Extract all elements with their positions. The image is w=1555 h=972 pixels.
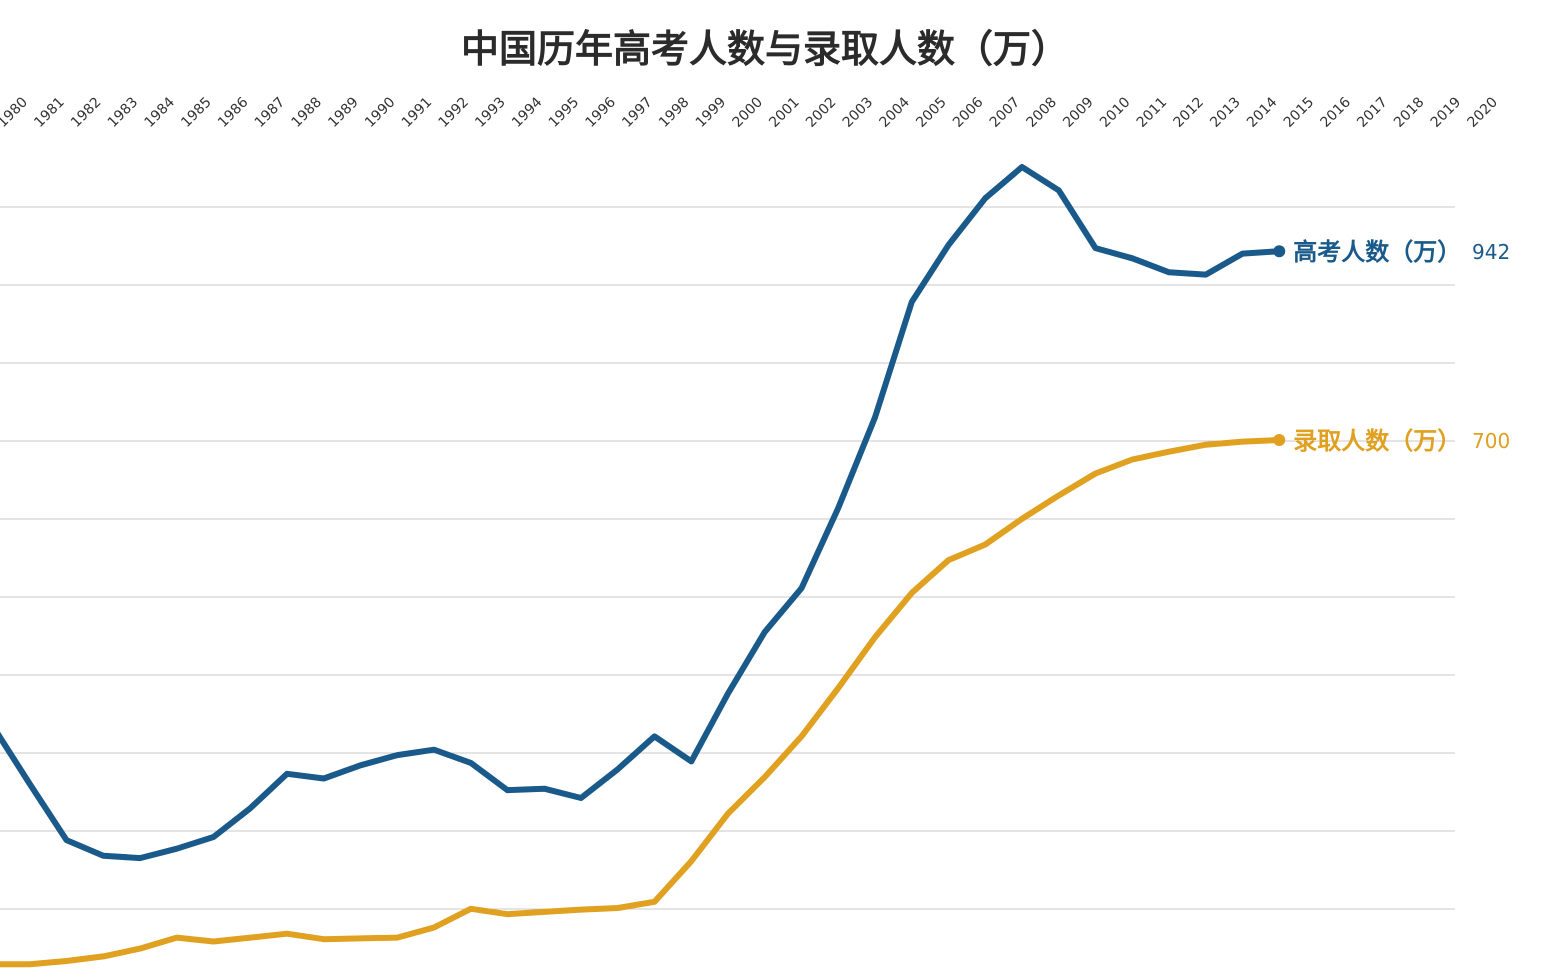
series-labels: 高考人数（万） 942 录取人数（万） 700: [1293, 238, 1510, 455]
x-tick-label: 1981: [31, 94, 68, 131]
chart-title: 中国历年高考人数与录取人数（万）: [460, 27, 1069, 71]
x-tick-label: 2000: [730, 94, 767, 131]
series-line-admitted: [0, 437, 1283, 968]
gridlines: [0, 206, 1455, 910]
x-tick-label: 2004: [877, 94, 914, 131]
x-tick-label: 1996: [583, 94, 620, 131]
x-tick-label: 1982: [68, 94, 105, 131]
x-tick-label: 1992: [436, 94, 473, 131]
series-end-point: [1273, 434, 1286, 446]
x-tick-label: 1990: [362, 94, 399, 131]
x-tick-label: 2006: [950, 94, 987, 131]
series-end-value-label: 700: [1472, 429, 1510, 453]
x-tick-label: 2011: [1134, 94, 1171, 131]
x-tick-label: 2002: [803, 94, 840, 131]
x-tick-label: 2008: [1024, 94, 1061, 131]
x-tick-label: 2020: [1465, 94, 1502, 131]
series-lines: [0, 164, 1286, 968]
x-tick-label: 2015: [1281, 94, 1318, 131]
x-tick-label: 2014: [1244, 94, 1281, 131]
x-tick-label: 1988: [289, 94, 326, 131]
x-tick-label: 1998: [656, 94, 693, 131]
x-tick-label: 2005: [913, 94, 950, 131]
x-tick-label: 2017: [1354, 94, 1391, 131]
x-tick-label: 2016: [1318, 94, 1355, 131]
x-tick-label: 2018: [1391, 94, 1428, 131]
series-line-applicants: [0, 164, 1283, 862]
x-tick-label: 2007: [987, 94, 1024, 131]
x-tick-label: 1983: [105, 94, 142, 131]
x-tick-label: 1986: [215, 94, 252, 131]
x-tick-label: 2009: [1060, 94, 1097, 131]
x-axis-ticks: 1980 1981 1982 1983 1984 1985 1986 1987 1988 1989…: [0, 94, 1501, 131]
x-tick-label: 1995: [546, 94, 583, 131]
x-tick-label: 2001: [766, 94, 803, 131]
x-tick-label: 2012: [1171, 94, 1208, 131]
x-tick-label: 2010: [1097, 94, 1134, 131]
x-tick-label: 1999: [693, 94, 730, 131]
series-end-point: [1273, 245, 1286, 258]
series-name-label: 高考人数（万）: [1293, 238, 1461, 266]
x-tick-label: 1994: [509, 94, 546, 131]
x-tick-label: 2003: [840, 94, 877, 131]
x-tick-label: 2013: [1207, 94, 1244, 131]
x-tick-label: 1993: [472, 94, 509, 131]
x-tick-label: 1989: [325, 94, 362, 131]
x-tick-label: 1991: [399, 94, 436, 131]
x-tick-label: 1980: [0, 94, 31, 131]
x-tick-label: 2019: [1428, 94, 1465, 131]
x-tick-label: 1997: [619, 94, 656, 131]
series-end-value-label: 942: [1472, 240, 1510, 264]
x-tick-label: 1987: [252, 94, 289, 131]
x-tick-label: 1984: [142, 94, 179, 131]
x-tick-label: 1985: [178, 94, 215, 131]
series-name-label: 录取人数（万）: [1293, 427, 1461, 455]
